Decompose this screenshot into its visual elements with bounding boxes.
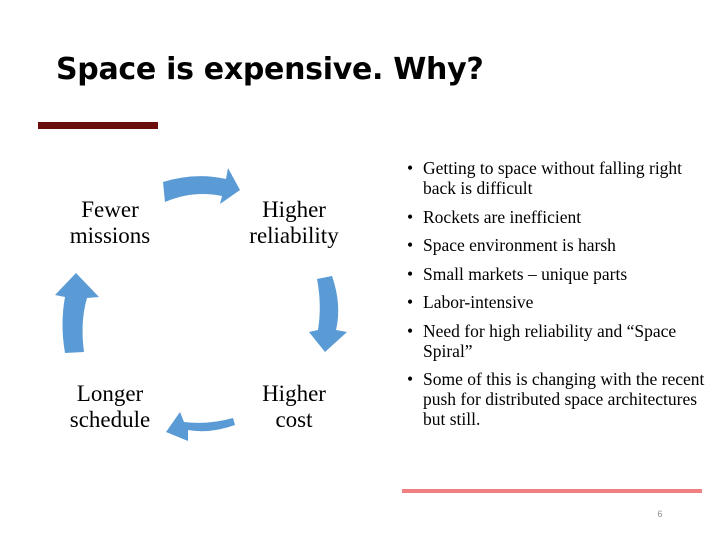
title-accent-bar: [38, 122, 158, 129]
node-line: reliability: [249, 223, 339, 248]
page-number: 6: [657, 509, 663, 519]
bullet-dot-icon: •: [407, 158, 414, 178]
cycle-node-higher-reliability: Higher reliability: [224, 197, 364, 249]
bullet-text: Need for high reliability and “Space Spi…: [423, 320, 677, 361]
curved-arrow-icon: [309, 276, 347, 352]
bullet-text: Getting to space without falling right b…: [423, 158, 683, 198]
node-line: Fewer: [81, 197, 139, 222]
bullet-dot-icon: •: [407, 235, 414, 255]
cycle-node-fewer-missions: Fewer missions: [40, 197, 180, 249]
bullet-text: Labor-intensive: [423, 292, 534, 312]
list-item: • Getting to space without falling right …: [405, 158, 705, 198]
node-line: missions: [69, 223, 151, 248]
cycle-node-longer-schedule: Longer schedule: [40, 381, 180, 433]
list-item: • Rockets are inefficient: [405, 207, 705, 227]
node-line: schedule: [69, 407, 151, 432]
bullet-text: Some of this is changing with the recent…: [423, 369, 705, 429]
node-line: Higher: [262, 381, 326, 406]
list-item: • Need for high reliability and “Space Sp…: [405, 321, 705, 361]
bullet-dot-icon: •: [407, 206, 414, 227]
cycle-node-higher-cost: Higher cost: [224, 381, 364, 433]
bullet-text: Small markets – unique parts: [423, 263, 628, 284]
list-item: • Some of this is changing with the recen…: [405, 369, 705, 429]
bullet-dot-icon: •: [407, 292, 414, 312]
list-item: • Space environment is harsh: [405, 235, 705, 255]
slide-title: Space is expensive. Why?: [56, 52, 484, 87]
bullet-list: • Getting to space without falling right …: [405, 158, 705, 438]
curved-arrow-icon: [166, 412, 235, 441]
list-item: • Labor-intensive: [405, 292, 705, 312]
curved-arrow-icon: [163, 168, 240, 204]
bullet-dot-icon: •: [407, 320, 414, 341]
node-line: cost: [275, 407, 313, 432]
node-line: Longer: [76, 381, 144, 406]
curved-arrow-icon: [55, 273, 99, 353]
bullet-text: Space environment is harsh: [423, 235, 616, 255]
bottom-accent-bar: [402, 489, 702, 493]
bullet-dot-icon: •: [407, 263, 414, 284]
list-item: • Small markets – unique parts: [405, 264, 705, 284]
bullet-dot-icon: •: [407, 369, 414, 389]
bullet-text: Rockets are inefficient: [423, 206, 582, 227]
node-line: Higher: [262, 197, 326, 222]
